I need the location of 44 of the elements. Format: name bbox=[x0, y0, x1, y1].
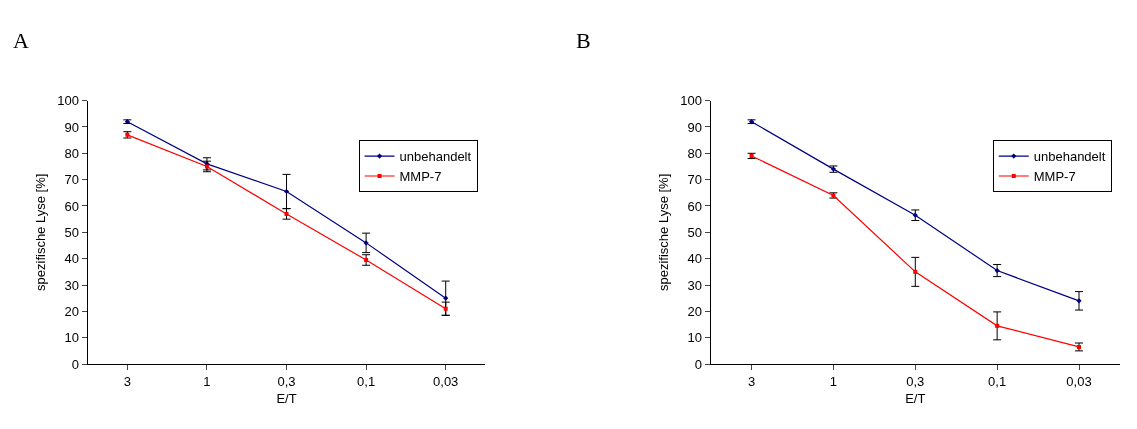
x-tick-label: 1 bbox=[203, 373, 211, 389]
y-tick-label: 30 bbox=[687, 277, 703, 293]
legend-label: MMP-7 bbox=[399, 169, 442, 185]
x-axis-title: E/T bbox=[905, 391, 926, 407]
y-tick-label: 30 bbox=[64, 277, 79, 293]
y-tick-label: 10 bbox=[687, 330, 703, 346]
y-tick-label: 50 bbox=[64, 224, 79, 240]
y-tick-label: 100 bbox=[57, 93, 79, 109]
y-tick-label: 10 bbox=[64, 330, 79, 346]
legend-label: unbehandelt bbox=[1033, 149, 1106, 165]
x-tick-label: 0,03 bbox=[433, 373, 459, 389]
y-tick-label: 40 bbox=[687, 251, 703, 267]
y-tick-label: 50 bbox=[687, 224, 703, 240]
y-tick-label: 80 bbox=[687, 145, 703, 161]
y-tick-label: 80 bbox=[64, 145, 79, 161]
y-axis-title: spezifische Lyse [%] bbox=[33, 173, 49, 291]
y-tick-label: 0 bbox=[694, 356, 703, 372]
y-tick-label: 0 bbox=[71, 356, 79, 372]
x-tick-label: 0,1 bbox=[988, 373, 1007, 389]
y-tick-label: 60 bbox=[687, 198, 703, 214]
chart-title: A bbox=[13, 28, 29, 53]
x-tick-label: 1 bbox=[829, 373, 838, 389]
point bbox=[283, 188, 290, 195]
x-tick-label: 0,3 bbox=[906, 373, 925, 389]
y-axis-title: spezifische Lyse [%] bbox=[656, 173, 672, 291]
x-tick-label: 3 bbox=[747, 373, 756, 389]
point bbox=[443, 295, 449, 301]
y-tick-label: 20 bbox=[64, 303, 79, 319]
x-axis-title: E/T bbox=[276, 391, 297, 407]
y-tick-label: 70 bbox=[64, 172, 79, 188]
y-tick-label: 20 bbox=[687, 303, 703, 319]
x-tick-label: 0,1 bbox=[357, 373, 376, 389]
chart-title: B bbox=[576, 28, 591, 53]
y-tick-label: 60 bbox=[64, 198, 79, 214]
x-tick-label: 3 bbox=[123, 373, 131, 389]
legend-label: unbehandelt bbox=[399, 149, 472, 165]
y-tick-label: 100 bbox=[680, 93, 703, 109]
x-tick-label: 0,3 bbox=[277, 373, 296, 389]
y-tick-label: 90 bbox=[687, 119, 703, 135]
y-tick-label: 90 bbox=[64, 119, 79, 135]
legend-label: MMP-7 bbox=[1033, 169, 1076, 185]
y-tick-label: 70 bbox=[687, 172, 703, 188]
x-tick-label: 0,03 bbox=[1066, 373, 1092, 389]
y-tick-label: 40 bbox=[64, 251, 79, 267]
